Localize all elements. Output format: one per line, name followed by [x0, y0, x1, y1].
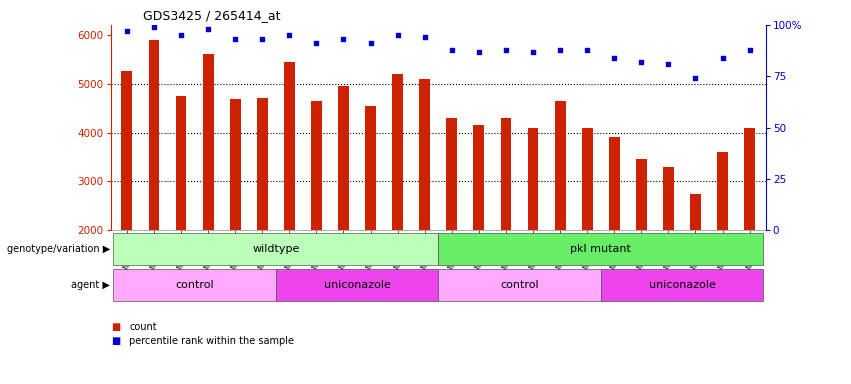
Bar — [365, 106, 376, 230]
Point — [661, 61, 675, 67]
Text: ■: ■ — [111, 336, 120, 346]
Point — [472, 49, 486, 55]
Text: ■: ■ — [111, 322, 120, 332]
Point — [255, 36, 269, 42]
Point — [500, 46, 513, 53]
Point — [202, 26, 215, 32]
Bar — [636, 159, 647, 230]
Bar — [608, 137, 620, 230]
Bar — [338, 86, 349, 230]
Text: genotype/variation ▶: genotype/variation ▶ — [7, 244, 110, 254]
Bar — [113, 269, 276, 301]
Point — [608, 55, 621, 61]
Text: control: control — [175, 280, 214, 290]
Bar — [601, 269, 763, 301]
Point — [120, 28, 134, 34]
Point — [147, 24, 161, 30]
Bar — [438, 233, 763, 265]
Bar — [717, 152, 728, 230]
Point — [310, 40, 323, 46]
Bar — [175, 96, 186, 230]
Text: count: count — [129, 322, 157, 332]
Text: uniconazole: uniconazole — [648, 280, 716, 290]
Bar — [284, 62, 294, 230]
Bar — [500, 118, 511, 230]
Point — [228, 36, 242, 42]
Point — [445, 46, 459, 53]
Text: wildtype: wildtype — [252, 244, 300, 254]
Point — [580, 46, 594, 53]
Bar — [438, 269, 601, 301]
Bar — [113, 233, 438, 265]
Bar — [311, 101, 322, 230]
Point — [688, 75, 702, 81]
Text: GDS3425 / 265414_at: GDS3425 / 265414_at — [143, 9, 281, 22]
Text: pkl mutant: pkl mutant — [570, 244, 631, 254]
Point — [743, 46, 757, 53]
Bar — [420, 79, 430, 230]
Point — [337, 36, 351, 42]
Bar — [582, 127, 592, 230]
Text: agent ▶: agent ▶ — [71, 280, 110, 290]
Point — [716, 55, 729, 61]
Bar — [745, 127, 755, 230]
Bar — [473, 125, 484, 230]
Point — [418, 34, 431, 40]
Bar — [663, 167, 674, 230]
Point — [391, 32, 404, 38]
Point — [553, 46, 567, 53]
Point — [283, 32, 296, 38]
Bar — [122, 71, 132, 230]
Bar — [257, 98, 268, 230]
Text: percentile rank within the sample: percentile rank within the sample — [129, 336, 294, 346]
Text: control: control — [500, 280, 539, 290]
Point — [363, 40, 377, 46]
Point — [526, 49, 540, 55]
Bar — [392, 74, 403, 230]
Point — [174, 32, 188, 38]
Point — [635, 59, 648, 65]
Bar — [149, 40, 159, 230]
Bar — [528, 127, 539, 230]
Bar — [276, 269, 438, 301]
Bar — [690, 194, 701, 230]
Bar — [555, 101, 566, 230]
Text: uniconazole: uniconazole — [323, 280, 391, 290]
Bar — [230, 99, 241, 230]
Bar — [447, 118, 457, 230]
Bar — [203, 54, 214, 230]
